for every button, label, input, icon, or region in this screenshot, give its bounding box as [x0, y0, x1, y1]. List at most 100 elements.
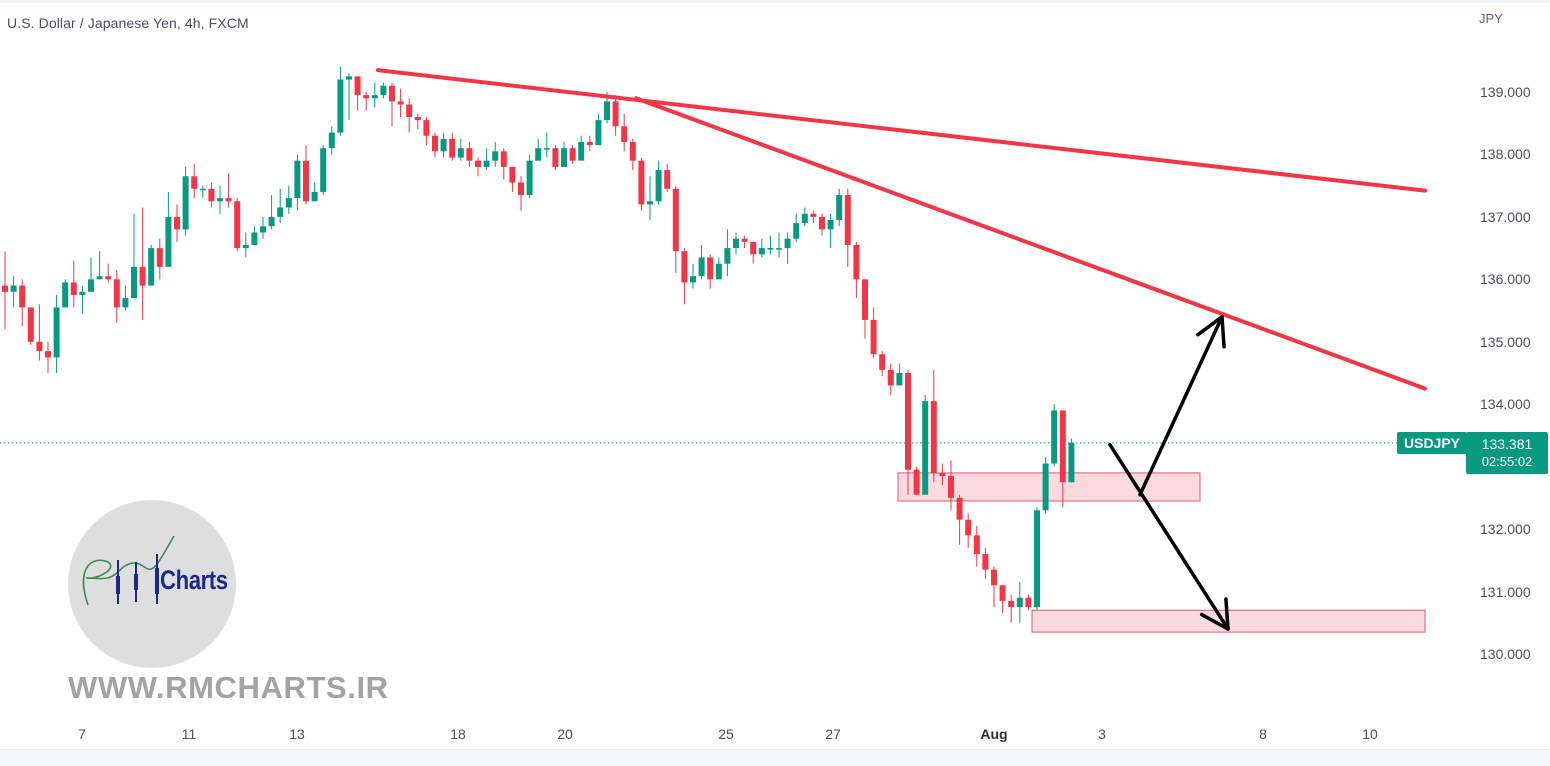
- candle-down: [139, 266, 146, 286]
- time-tick: 10: [1362, 726, 1378, 742]
- candle-up: [294, 160, 301, 199]
- candle-down: [113, 279, 120, 308]
- candle-up: [337, 79, 344, 133]
- candle-down: [681, 251, 688, 283]
- price-tick: 138.000: [1480, 146, 1531, 163]
- candle-down: [672, 188, 679, 252]
- candle-down: [466, 148, 473, 161]
- candle-up: [784, 238, 791, 249]
- candle-up: [758, 248, 765, 255]
- candle-down: [414, 116, 421, 121]
- candle-up: [285, 198, 292, 208]
- time-axis[interactable]: 7 11 13 18 20 25 27 Aug 3 8 10: [0, 720, 1550, 748]
- candle-up: [1042, 463, 1049, 511]
- candle-up: [776, 248, 782, 250]
- candle-down: [819, 216, 825, 230]
- candle-down: [569, 148, 576, 161]
- candle-up: [836, 195, 843, 221]
- candle-down: [1025, 597, 1032, 608]
- price-axis[interactable]: [1460, 0, 1550, 748]
- candle-up: [62, 282, 69, 308]
- candle-down: [913, 469, 920, 495]
- top-border: [0, 0, 1550, 3]
- candle-down: [70, 282, 77, 295]
- candle-up: [655, 170, 662, 202]
- candle-up: [647, 201, 653, 205]
- candle-up: [268, 216, 275, 227]
- candle-up: [251, 232, 258, 245]
- candle-down: [638, 160, 645, 205]
- bar-countdown: 02:55:02: [1481, 454, 1533, 469]
- candle-up: [595, 120, 602, 146]
- chart-canvas[interactable]: [0, 0, 1460, 718]
- candle-up: [1051, 410, 1058, 464]
- time-tick: 8: [1259, 726, 1267, 742]
- candle-down: [45, 351, 51, 358]
- candle-up: [199, 188, 206, 191]
- candle-down: [500, 151, 507, 167]
- arrow-down-icon: [1199, 597, 1230, 631]
- candle-up: [53, 307, 60, 358]
- candle-down: [475, 160, 481, 167]
- candle-up: [457, 148, 464, 158]
- last-price-label: 133.381 02:55:02: [1466, 432, 1548, 474]
- candle-up: [371, 95, 378, 99]
- watermark-site: WWW.RMCHARTS.IR: [68, 670, 389, 705]
- candle-down: [999, 585, 1006, 601]
- candle-up: [260, 226, 266, 233]
- candle-up: [96, 276, 103, 280]
- candle-down: [612, 101, 619, 127]
- candle-down: [879, 354, 886, 370]
- support-zone: [897, 472, 1201, 502]
- candle-up: [1034, 510, 1040, 608]
- time-tick: 27: [825, 726, 841, 742]
- candle-up: [492, 151, 499, 161]
- candle-up: [122, 298, 129, 308]
- candle-down: [518, 182, 524, 196]
- candle-down: [973, 535, 980, 555]
- candle-up: [1016, 597, 1023, 608]
- candle-up: [277, 207, 284, 217]
- candle-down: [750, 241, 757, 255]
- candle-down: [982, 554, 989, 570]
- candle-up: [242, 244, 249, 249]
- candle-down: [389, 85, 395, 102]
- candle-up: [182, 176, 189, 230]
- candle-up: [561, 148, 567, 167]
- candle-down: [965, 519, 972, 536]
- candle-down: [234, 201, 241, 249]
- candle-down: [423, 120, 430, 136]
- candle-up: [793, 223, 800, 239]
- candle-up: [483, 160, 490, 167]
- candle-up: [1068, 442, 1075, 483]
- candle-up: [217, 198, 223, 202]
- candle-up: [380, 85, 387, 96]
- time-tick: 11: [181, 726, 197, 742]
- candle-up: [767, 248, 774, 250]
- candle-down: [449, 138, 456, 158]
- candle-up: [827, 220, 834, 230]
- candle-up: [131, 266, 137, 299]
- arrow-line: [1108, 443, 1230, 631]
- arrow-line: [1138, 315, 1224, 497]
- candle-down: [853, 244, 860, 280]
- candle-down: [948, 476, 954, 498]
- candle-up: [526, 160, 533, 196]
- price-tick: 137.000: [1480, 208, 1531, 225]
- candle-down: [19, 285, 26, 308]
- candle-up: [328, 132, 335, 149]
- candle-down: [939, 472, 946, 477]
- candle-down: [887, 369, 894, 386]
- candle-up: [543, 148, 550, 150]
- candle-down: [905, 372, 911, 470]
- time-tick: 18: [450, 726, 466, 742]
- candle-up: [79, 291, 86, 295]
- candle-up: [320, 148, 327, 192]
- candle-down: [303, 160, 309, 202]
- candle-down: [27, 307, 34, 342]
- candle-up: [922, 401, 929, 495]
- trendline: [634, 96, 1427, 391]
- candle-down: [956, 497, 963, 520]
- time-tick: 20: [557, 726, 573, 742]
- candle-down: [707, 257, 714, 280]
